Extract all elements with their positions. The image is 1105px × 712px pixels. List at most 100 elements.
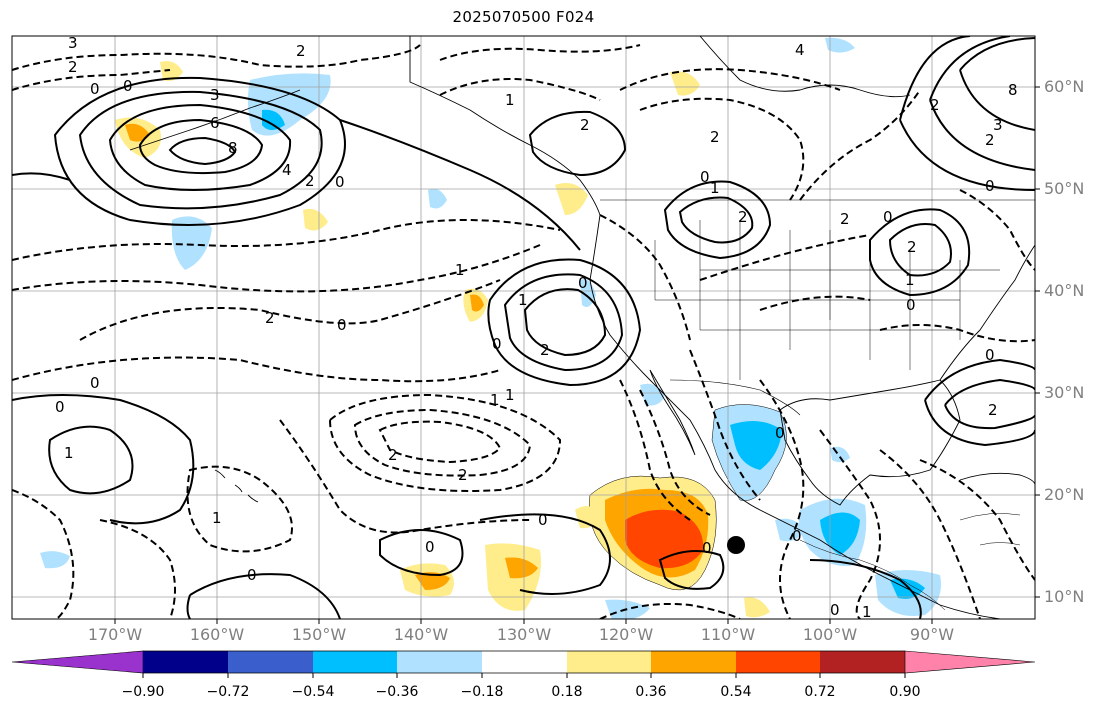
contour-label: 2 <box>988 401 998 419</box>
colorbar-tick-label: −0.72 <box>206 684 250 700</box>
positive-anomaly-area <box>125 123 150 142</box>
contour-label: 1 <box>505 386 515 404</box>
negative-anomaly-area <box>171 216 212 270</box>
contour-line <box>924 358 1035 447</box>
positive-anomaly-area <box>555 182 588 215</box>
latitude-label: 60°N <box>1044 77 1085 96</box>
contour-line <box>353 408 532 477</box>
contour-line <box>12 119 581 251</box>
contour-label: 1 <box>862 603 872 621</box>
coastlines <box>129 36 1035 619</box>
contour-line <box>12 356 501 383</box>
colorbar <box>11 650 1036 678</box>
colorbar-segment <box>736 651 820 673</box>
solid-contours <box>12 36 1035 619</box>
latitude-ticks <box>1035 86 1040 598</box>
contour-label: 0 <box>985 346 995 364</box>
contour-line <box>599 214 691 341</box>
map-background <box>12 36 1035 619</box>
coastline-alaska <box>409 36 601 216</box>
shaded-anomalies <box>40 37 941 619</box>
colorbar-tick-label: −0.54 <box>291 684 335 700</box>
longitude-label: 120°W <box>598 625 654 644</box>
contour-label: 0 <box>90 80 100 98</box>
contour-label: 0 <box>55 398 65 416</box>
contour-line <box>12 69 171 91</box>
contour-labels: 3 2 0 0 3 6 4 8 2 0 2 1 2 4 0 1 2 0 2 0 … <box>55 34 1018 621</box>
contour-label: 4 <box>282 161 292 179</box>
contour-line <box>79 279 501 341</box>
contour-label: 0 <box>335 173 345 191</box>
contour-line <box>186 465 293 553</box>
contour-label: 1 <box>212 509 222 527</box>
contour-line <box>439 78 601 101</box>
contour-label: 3 <box>993 116 1003 134</box>
colorbar-tick-label: 0.54 <box>720 684 752 700</box>
colorbar-tick-label: −0.18 <box>460 684 504 700</box>
contour-label: 2 <box>458 466 468 484</box>
contour-line <box>599 602 741 619</box>
contour-line <box>108 103 292 191</box>
contour-line <box>99 519 176 619</box>
contour-label: 0 <box>247 566 257 584</box>
colorbar-extend-high <box>904 650 1036 674</box>
contour-line <box>899 36 1035 191</box>
state-borders <box>654 220 1000 380</box>
positive-anomaly-area <box>575 506 600 529</box>
contour-label: 0 <box>538 511 548 529</box>
contour-label: 0 <box>792 527 802 545</box>
aleutian-islands <box>129 89 301 151</box>
longitude-label: 160°W <box>189 625 245 644</box>
colorbar-tick-label: 0.72 <box>804 684 836 700</box>
coastline-gulf-mexico <box>779 379 961 506</box>
contour-label: 1 <box>905 271 915 289</box>
contour-line <box>12 219 561 261</box>
contour-label: 0 <box>123 77 133 95</box>
contour-label: 2 <box>296 42 306 60</box>
contour-label: 1 <box>710 179 720 197</box>
coastline-baja <box>649 369 696 456</box>
border-us-mexico <box>669 379 801 416</box>
positive-anomaly-area <box>505 557 538 579</box>
contour-line <box>888 223 952 277</box>
storm-center-dot <box>727 536 745 554</box>
contour-line <box>138 118 264 175</box>
contour-line <box>487 258 642 387</box>
contour-line <box>439 44 641 61</box>
negative-anomaly-area <box>428 188 447 209</box>
contour-label: 2 <box>930 96 940 114</box>
contour-line <box>699 234 871 281</box>
colorbar-segment <box>143 651 228 673</box>
contour-line <box>503 273 624 372</box>
contour-line <box>678 196 754 244</box>
contour-label: 1 <box>490 391 500 409</box>
contour-label: 0 <box>830 601 840 619</box>
negative-anomaly-area <box>605 599 650 619</box>
longitude-label: 150°W <box>291 625 347 644</box>
contour-label: 0 <box>578 274 588 292</box>
contour-label: 3 <box>210 86 220 104</box>
colorbar-extend-low <box>11 650 144 674</box>
contour-label: 2 <box>540 341 550 359</box>
contour-line <box>759 379 805 619</box>
negative-anomaly-area <box>40 551 70 569</box>
contour-line <box>639 97 805 201</box>
contour-label: 0 <box>700 168 710 186</box>
contour-label: 1 <box>64 444 74 462</box>
positive-anomaly-area <box>160 61 183 81</box>
colorbar-segment <box>397 651 482 673</box>
contour-line <box>959 37 1035 131</box>
longitude-label: 110°W <box>700 625 756 644</box>
latitude-label: 40°N <box>1044 281 1085 300</box>
contour-label: 2 <box>840 210 850 228</box>
contour-line <box>328 393 562 492</box>
contour-line <box>12 394 195 525</box>
latitude-label: 20°N <box>1044 485 1085 504</box>
contour-label: 0 <box>90 374 100 392</box>
contour-line <box>879 449 981 619</box>
latitude-label: 30°N <box>1044 383 1085 402</box>
positive-anomaly-area <box>303 208 328 231</box>
longitude-ticks <box>114 619 933 624</box>
positive-anomaly-area <box>470 294 484 312</box>
